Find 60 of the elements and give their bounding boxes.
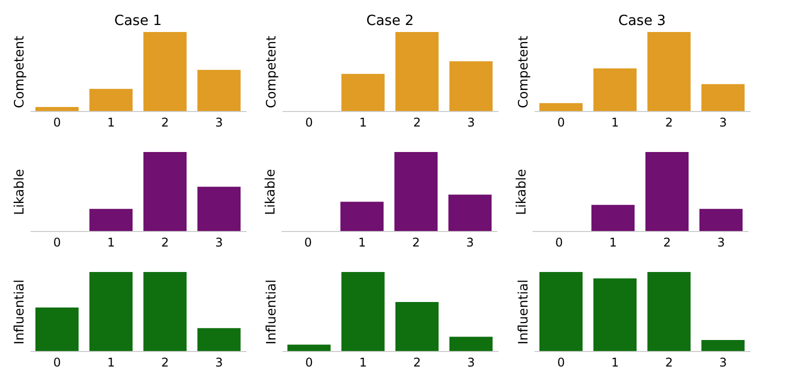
x-tick-label: 0: [53, 356, 61, 370]
x-tick-label: 2: [413, 356, 421, 370]
x-tick-label: 2: [161, 236, 169, 250]
x-tick-label: 3: [467, 356, 475, 370]
chart-title: Case 2: [366, 13, 414, 29]
y-axis-title: Likable: [12, 169, 28, 215]
x-tick-label: 0: [557, 356, 565, 370]
x-tick-label: 3: [719, 116, 727, 130]
bar: [341, 272, 385, 351]
y-axis-title: Competent: [516, 36, 532, 108]
y-axis-title: Influential: [264, 279, 280, 345]
x-tick-label: 3: [215, 116, 223, 130]
x-tick-label: 1: [611, 116, 619, 130]
x-tick-label: 3: [467, 116, 475, 130]
x-tick-label: 2: [413, 116, 421, 130]
bar: [197, 70, 241, 111]
x-tick-label: 3: [215, 356, 223, 370]
x-tick-label: 1: [107, 236, 115, 250]
x-tick-label: 1: [358, 236, 366, 250]
y-axis-title: Likable: [514, 169, 530, 215]
x-tick-label: 2: [161, 116, 169, 130]
x-tick-label: 0: [305, 356, 313, 370]
y-axis-title: Influential: [12, 279, 28, 345]
bar: [89, 88, 133, 111]
bar: [449, 336, 493, 351]
x-tick-label: 0: [557, 116, 565, 130]
x-tick-label: 2: [412, 236, 420, 250]
x-tick-label: 0: [555, 236, 563, 250]
y-axis-title: Competent: [264, 36, 280, 108]
x-tick-label: 0: [53, 116, 61, 130]
x-tick-label: 1: [107, 116, 115, 130]
x-tick-label: 2: [663, 236, 671, 250]
x-tick-label: 1: [359, 116, 367, 130]
x-tick-label: 2: [161, 356, 169, 370]
bar: [539, 103, 583, 111]
x-tick-label: 3: [215, 236, 223, 250]
x-tick-label: 1: [359, 356, 367, 370]
y-axis-title: Influential: [516, 279, 532, 345]
x-tick-label: 0: [53, 236, 61, 250]
y-axis-title: Likable: [264, 169, 278, 215]
x-tick-label: 3: [719, 356, 727, 370]
bar: [35, 107, 79, 111]
x-tick-label: 1: [609, 236, 617, 250]
x-tick-label: 1: [611, 356, 619, 370]
bar: [647, 32, 691, 111]
x-tick-label: 0: [305, 116, 313, 130]
bar: [395, 302, 439, 351]
x-tick-label: 1: [107, 356, 115, 370]
bar: [143, 32, 187, 111]
bar: [287, 344, 331, 351]
x-tick-label: 2: [665, 116, 673, 130]
chart-title: Case 1: [114, 13, 162, 29]
x-tick-label: 3: [717, 236, 725, 250]
bar: [593, 68, 637, 111]
x-tick-label: 2: [665, 356, 673, 370]
y-axis-title: Competent: [12, 36, 28, 108]
x-tick-label: 3: [466, 236, 474, 250]
chart-title: Case 3: [618, 13, 666, 29]
bar: [701, 84, 745, 111]
x-tick-label: 0: [304, 236, 312, 250]
